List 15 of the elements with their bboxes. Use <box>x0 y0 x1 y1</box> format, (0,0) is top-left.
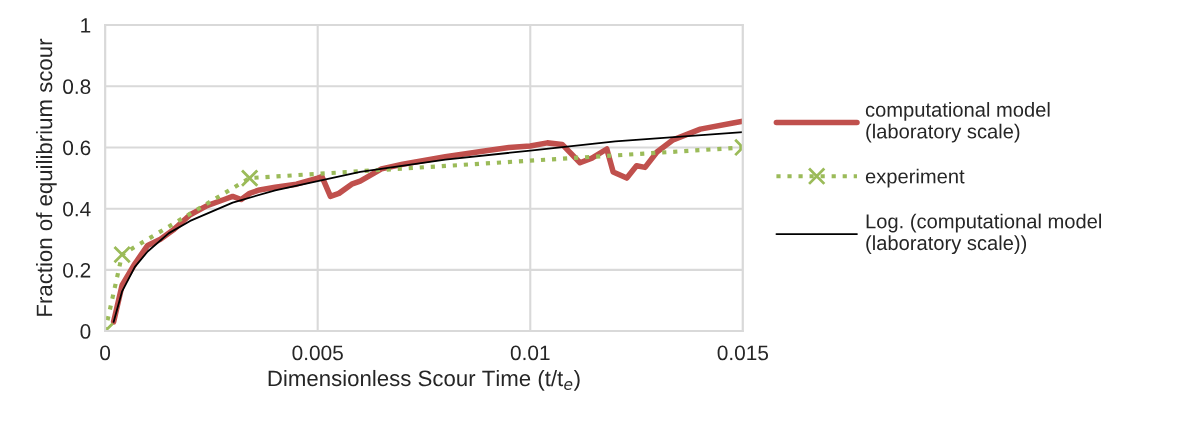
y-tick-label: 0.2 <box>63 262 91 278</box>
y-tick-label: 0.4 <box>63 201 91 217</box>
x-tick-label: 0.005 <box>292 345 343 361</box>
x-tick-label: 0.015 <box>717 345 769 361</box>
legend-label: computational model (laboratory scale) <box>865 102 1050 143</box>
y-axis-title: Fraction of equilibrium scour <box>35 38 57 316</box>
x-tick-label: 0.01 <box>510 345 550 361</box>
y-tick-label: 1 <box>81 18 91 33</box>
y-tick-label: 0.6 <box>63 140 91 156</box>
legend-label: experiment <box>865 168 965 188</box>
y-tick-label: 0 <box>80 324 91 339</box>
y-tick-label: 0.8 <box>63 79 91 95</box>
x-axis-title: Dimensionless Scour Time (t/t$_{e}$) <box>268 369 580 391</box>
x-tick-label: 0 <box>100 345 111 361</box>
legend-label: Log. (computational model (laboratory scale)) <box>866 213 1102 255</box>
